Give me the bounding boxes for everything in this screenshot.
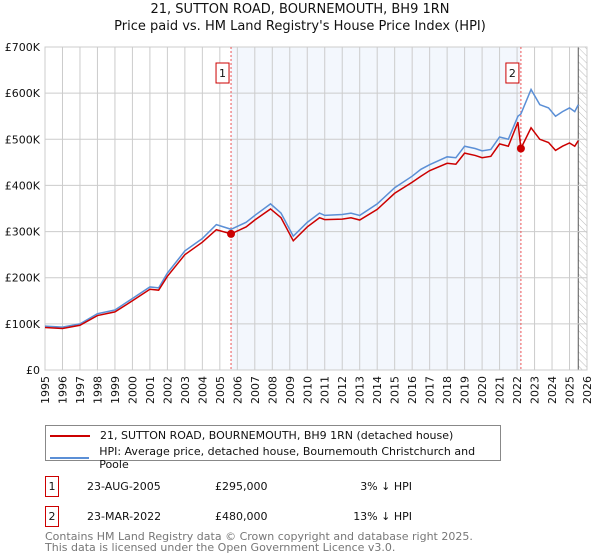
x-tick-label: 2016 — [406, 376, 419, 404]
x-tick-label: 2003 — [179, 376, 192, 404]
x-tick-label: 2015 — [389, 376, 402, 404]
forecast-hatch — [578, 47, 587, 370]
x-tick-label: 2018 — [441, 376, 454, 404]
footer-line: Contains HM Land Registry data © Crown c… — [45, 530, 473, 543]
footer-line: This data is licensed under the Open Gov… — [45, 541, 396, 554]
y-tick-label: £400K — [5, 179, 41, 192]
y-tick-label: £100K — [5, 318, 41, 331]
transaction-price: £295,000 — [215, 480, 268, 493]
transaction-hpi: 3% ↓ HPI — [360, 480, 412, 493]
blue-line-icon — [50, 457, 90, 459]
legend-label: 21, SUTTON ROAD, BOURNEMOUTH, BH9 1RN (d… — [100, 429, 454, 442]
x-tick-label: 2020 — [476, 376, 489, 404]
x-tick-label: 2012 — [336, 376, 349, 404]
x-tick-label: 2009 — [284, 376, 297, 404]
marker-label-box — [505, 62, 520, 84]
x-tick-label: 2026 — [581, 376, 594, 404]
plot-frame — [44, 46, 588, 371]
marker-badge: 1 — [45, 476, 59, 497]
y-tick-label: £500K — [5, 133, 41, 146]
transaction-date: 23-MAR-2022 — [87, 510, 162, 523]
x-tick-label: 2011 — [319, 376, 332, 404]
x-tick-label: 1995 — [39, 376, 52, 404]
x-tick-label: 2021 — [494, 376, 507, 404]
red-line-icon — [50, 434, 90, 437]
chart-subtitle: Price paid vs. HM Land Registry's House … — [114, 19, 486, 34]
x-tick-label: 2010 — [301, 376, 314, 404]
x-tick-label: 1999 — [109, 376, 122, 404]
y-tick-label: £700K — [5, 41, 41, 54]
x-tick-label: 2017 — [424, 376, 437, 404]
sale-point — [227, 229, 236, 238]
transaction-date: 23-AUG-2005 — [87, 480, 161, 493]
y-tick-label: £300K — [5, 226, 41, 239]
marker-badge: 2 — [45, 506, 59, 527]
x-tick-label: 1997 — [74, 376, 87, 404]
x-tick-label: 2024 — [546, 376, 559, 404]
sale-point — [516, 144, 525, 153]
marker-label-box — [215, 62, 230, 84]
x-tick-label: 2006 — [231, 376, 244, 404]
chart-title: 21, SUTTON ROAD, BOURNEMOUTH, BH9 1RN — [150, 2, 450, 17]
legend: 21, SUTTON ROAD, BOURNEMOUTH, BH9 1RN (d… — [45, 425, 501, 471]
x-tick-label: 2005 — [214, 376, 227, 404]
y-tick-label: £0 — [26, 364, 40, 377]
x-tick-label: 2008 — [266, 376, 279, 404]
x-tick-label: 2001 — [144, 376, 157, 404]
transaction-price: £480,000 — [215, 510, 268, 523]
transaction-hpi: 13% ↓ HPI — [353, 510, 412, 523]
footer: Contains HM Land Registry data © Crown c… — [45, 531, 473, 553]
x-tick-label: 2014 — [371, 376, 384, 404]
legend-item-property: 21, SUTTON ROAD, BOURNEMOUTH, BH9 1RN (d… — [50, 429, 453, 442]
price-paid-line — [44, 121, 579, 330]
x-tick-label: 1998 — [91, 376, 104, 404]
hpi-line — [44, 87, 579, 328]
x-tick-label: 1996 — [56, 376, 69, 404]
x-tick-label: 2002 — [161, 376, 174, 404]
x-tick-label: 2000 — [126, 376, 139, 404]
x-tick-label: 2025 — [564, 376, 577, 404]
price-chart: 1995 1996 1997 1998 1999 2000 2001 2002 2003 2004… — [5, 41, 594, 404]
x-tick-label: 2023 — [529, 376, 542, 404]
x-tick-label: 2004 — [196, 376, 209, 404]
marker-label: 1 — [219, 67, 226, 80]
x-tick-label: 2019 — [459, 376, 472, 404]
y-tick-label: £200K — [5, 272, 41, 285]
marker-label: 2 — [509, 67, 516, 80]
x-tick-label: 2022 — [511, 376, 524, 404]
shaded-period — [231, 47, 521, 370]
legend-item-hpi: HPI: Average price, detached house, Bour… — [50, 445, 500, 471]
x-tick-label: 2013 — [354, 376, 367, 404]
x-tick-label: 2007 — [249, 376, 262, 404]
legend-label: HPI: Average price, detached house, Bour… — [99, 445, 476, 471]
y-tick-label: £600K — [5, 87, 41, 100]
